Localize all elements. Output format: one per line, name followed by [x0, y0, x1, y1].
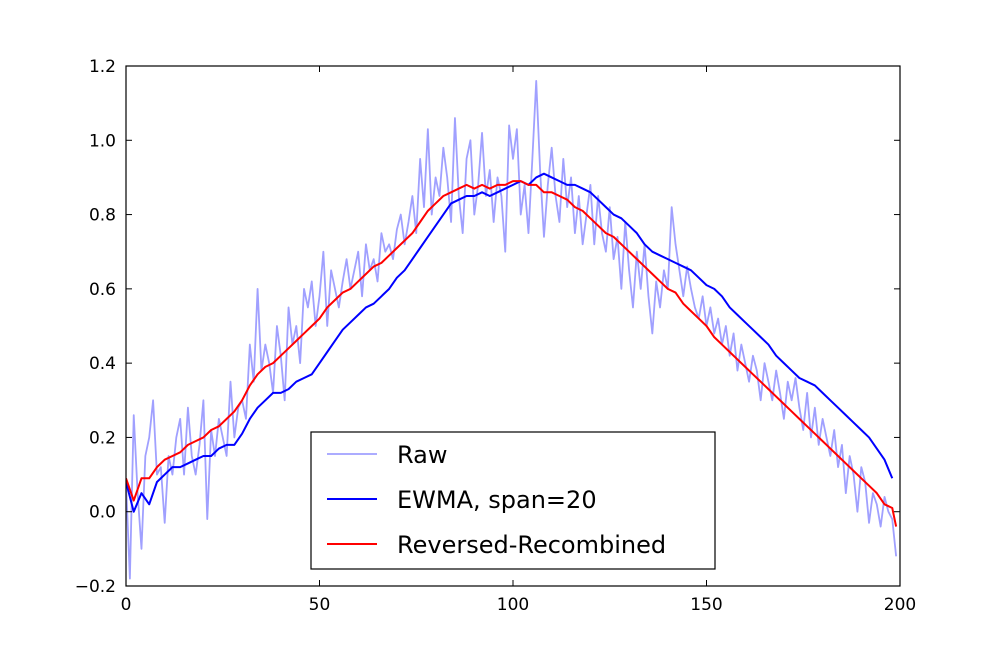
- x-tick-label: 150: [690, 595, 722, 615]
- y-tick-label: 0.0: [89, 503, 116, 523]
- y-tick-label: 0.8: [89, 206, 116, 226]
- series-line-3: [126, 180, 898, 527]
- series-line-2: [126, 172, 894, 513]
- legend-box: [310, 431, 716, 570]
- x-tick-label: 200: [884, 595, 916, 615]
- y-tick-label: 0.2: [89, 428, 116, 448]
- y-tick-label: 0.4: [89, 354, 116, 374]
- x-tick-label: 100: [497, 595, 529, 615]
- y-tick-label: 1.2: [89, 57, 116, 77]
- y-tick-label: 0.6: [89, 280, 116, 300]
- legend: Raw EWMA, span=20 Reversed-Recombined: [310, 431, 716, 570]
- x-tick-label: 0: [121, 595, 132, 615]
- series-line-1: [126, 79, 898, 580]
- legend-label: EWMA, span=20: [397, 486, 597, 514]
- x-tick-label: 50: [309, 595, 331, 615]
- axis-ticks: 0 50 100 150 200 −0.2 0.0 0.2 0.4 0.6 0.8 1.0 1.2: [75, 57, 917, 615]
- y-tick-label: −0.2: [75, 577, 116, 597]
- legend-label: Reversed-Recombined: [397, 531, 666, 559]
- legend-label: Raw: [397, 441, 447, 469]
- plot-area: [126, 79, 898, 580]
- y-tick-label: 1.0: [89, 131, 116, 151]
